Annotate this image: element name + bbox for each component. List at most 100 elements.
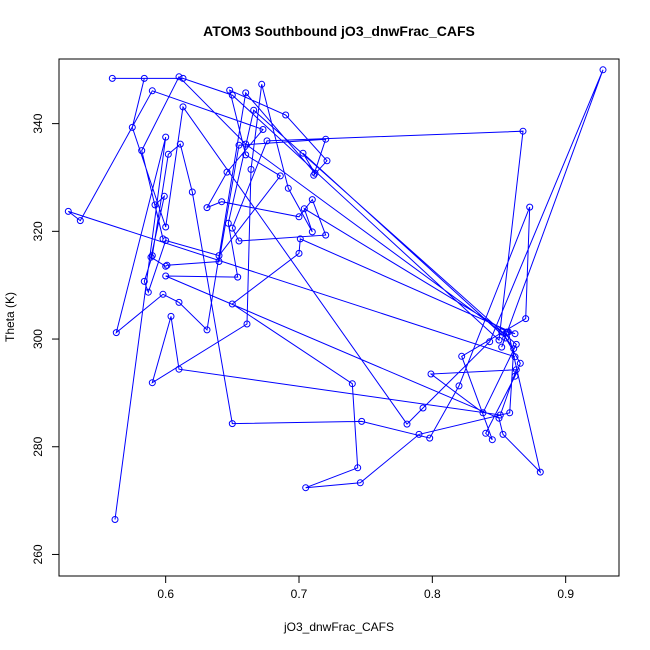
y-tick-label: 320 [31, 221, 45, 241]
data-point [302, 484, 310, 492]
data-point [128, 123, 136, 131]
x-tick-label: 0.7 [291, 587, 308, 601]
data-point [415, 430, 423, 438]
data-point [499, 430, 507, 438]
data-point [419, 404, 427, 412]
data-point [426, 434, 434, 442]
data-point [358, 417, 366, 425]
data-point [224, 219, 232, 227]
data-point [162, 262, 170, 270]
data-point [179, 103, 187, 111]
data-point [284, 184, 292, 192]
data-point [242, 89, 250, 97]
data-point [144, 288, 152, 296]
x-axis-label: jO3_dnwFrac_CAFS [283, 620, 394, 634]
data-point [235, 237, 243, 245]
data-point [526, 203, 534, 211]
data-point [140, 74, 148, 82]
data-point [76, 217, 84, 225]
data-point [247, 165, 255, 173]
data-point [599, 66, 607, 74]
data-point [223, 168, 231, 176]
plot-frame [58, 58, 620, 577]
data-point [308, 196, 316, 204]
data-point [322, 135, 330, 143]
data-point [175, 365, 183, 373]
data-point [162, 223, 170, 231]
data-point [496, 411, 504, 419]
data-point [488, 436, 496, 444]
data-point [308, 228, 316, 236]
data-point [282, 111, 290, 119]
data-point [348, 380, 356, 388]
data-point [167, 312, 175, 320]
data-point [64, 207, 72, 215]
data-point [322, 231, 330, 239]
y-tick-label: 280 [31, 436, 45, 456]
data-point [455, 382, 463, 390]
data-point [138, 147, 146, 155]
data-point [234, 273, 242, 281]
data-point [512, 340, 520, 348]
x-tick-label: 0.6 [157, 587, 174, 601]
data-point [228, 420, 236, 428]
data-point [263, 137, 271, 145]
data-point [228, 300, 236, 308]
data-point [179, 74, 187, 82]
data-point [111, 516, 119, 523]
data-point [482, 429, 490, 437]
data-point [203, 326, 211, 334]
series-line [67, 69, 604, 520]
data-point [503, 328, 511, 336]
data-point [151, 201, 159, 209]
data-point [228, 224, 236, 232]
data-point [175, 73, 183, 81]
data-point [506, 409, 514, 417]
data-point [427, 370, 435, 378]
x-tick-label: 0.9 [557, 587, 574, 601]
data-point [163, 261, 171, 269]
data-point [300, 205, 308, 213]
data-point [228, 91, 236, 99]
data-point [519, 127, 527, 135]
y-tick-label: 260 [31, 544, 45, 564]
data-point [516, 359, 524, 367]
data-point [176, 140, 184, 148]
data-point [536, 468, 544, 476]
data-point [323, 157, 331, 165]
data-point [522, 315, 530, 323]
data-point [495, 414, 503, 422]
data-point [512, 366, 520, 374]
data-point [486, 338, 494, 346]
data-point [295, 213, 303, 221]
data-point [112, 329, 120, 337]
data-point [276, 172, 284, 180]
data-point [242, 140, 250, 148]
data-point [498, 343, 506, 351]
data-point [511, 372, 519, 380]
y-tick-label: 340 [31, 113, 45, 133]
data-point [108, 74, 116, 82]
data-point [162, 133, 170, 141]
data-point [296, 235, 304, 243]
data-point [175, 298, 183, 306]
data-point [159, 235, 167, 243]
data-point [162, 272, 170, 280]
data-point [259, 126, 267, 133]
data-point [148, 379, 156, 387]
data-point [140, 277, 148, 285]
data-point [164, 150, 172, 158]
data-point [495, 336, 503, 344]
data-point [148, 87, 156, 95]
data-point [403, 420, 411, 428]
data-point [218, 198, 226, 206]
y-axis-label: Theta (K) [3, 292, 17, 342]
data-point [511, 353, 519, 361]
data-point [159, 290, 167, 298]
data-point [242, 151, 250, 159]
data-point [498, 328, 506, 336]
data-point [458, 352, 466, 360]
data-point [235, 141, 243, 149]
